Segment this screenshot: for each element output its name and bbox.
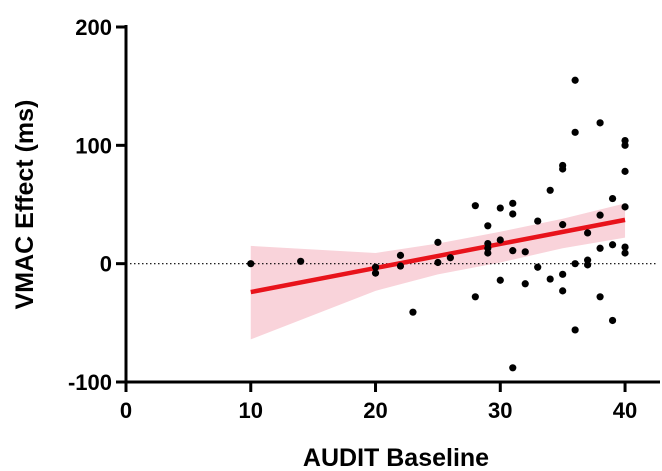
x-axis-title: AUDIT Baseline — [303, 444, 489, 471]
data-point — [509, 247, 517, 255]
data-point — [409, 308, 417, 316]
data-points-layer — [247, 76, 629, 372]
data-point — [584, 261, 592, 269]
data-point — [471, 202, 479, 210]
data-point — [434, 238, 442, 246]
x-tick-label: 30 — [488, 398, 512, 423]
data-point — [509, 364, 517, 372]
data-point — [446, 254, 454, 262]
data-point — [621, 249, 629, 257]
data-point — [559, 270, 567, 278]
confidence-band — [250, 203, 626, 340]
data-point — [571, 260, 579, 268]
data-point — [434, 258, 442, 267]
data-point — [371, 263, 380, 271]
data-point — [559, 221, 567, 229]
data-point — [534, 263, 542, 271]
regression-line — [250, 217, 626, 295]
data-point — [608, 194, 617, 203]
data-point — [596, 211, 604, 219]
data-point — [371, 269, 380, 277]
data-point — [608, 316, 617, 325]
data-point — [571, 326, 579, 334]
data-point — [571, 128, 579, 136]
tick-labels-layer: -100 0 100 200 0 10 20 30 40 — [68, 15, 637, 423]
data-point — [621, 141, 629, 149]
x-tick-label: 20 — [363, 398, 387, 423]
y-tick-label: 0 — [100, 252, 112, 277]
data-point — [621, 203, 629, 211]
data-point — [484, 222, 492, 230]
data-point — [396, 251, 405, 259]
data-point — [571, 76, 579, 84]
regression-line-layer — [250, 217, 626, 295]
data-point — [596, 119, 604, 127]
axes-layer — [116, 25, 660, 392]
data-point — [496, 276, 504, 284]
data-point — [509, 199, 517, 207]
data-point — [521, 280, 529, 288]
data-point — [559, 287, 567, 295]
data-point — [471, 293, 479, 301]
data-point — [608, 241, 617, 249]
y-tick-label: -100 — [68, 370, 112, 395]
data-point — [559, 165, 567, 173]
data-point — [247, 260, 255, 268]
data-point — [546, 275, 554, 283]
confidence-band-layer — [250, 203, 626, 340]
x-tick-label: 10 — [239, 398, 263, 423]
data-point — [297, 257, 305, 265]
data-point — [521, 248, 529, 256]
data-point — [509, 210, 517, 218]
x-tick-label: 40 — [613, 398, 637, 423]
x-tick-label: 0 — [120, 398, 132, 423]
data-point — [534, 217, 542, 225]
data-point — [584, 229, 592, 237]
data-point — [496, 204, 504, 212]
data-point — [496, 236, 504, 244]
y-tick-label: 100 — [75, 133, 112, 158]
data-point — [396, 262, 405, 270]
data-point — [546, 186, 554, 194]
data-point — [621, 167, 629, 175]
data-point — [484, 249, 492, 257]
data-point — [621, 243, 629, 251]
y-tick-label: 200 — [75, 15, 112, 40]
data-point — [596, 244, 604, 252]
data-point — [596, 293, 604, 301]
y-axis-title: VMAC Effect (ms) — [11, 100, 39, 310]
